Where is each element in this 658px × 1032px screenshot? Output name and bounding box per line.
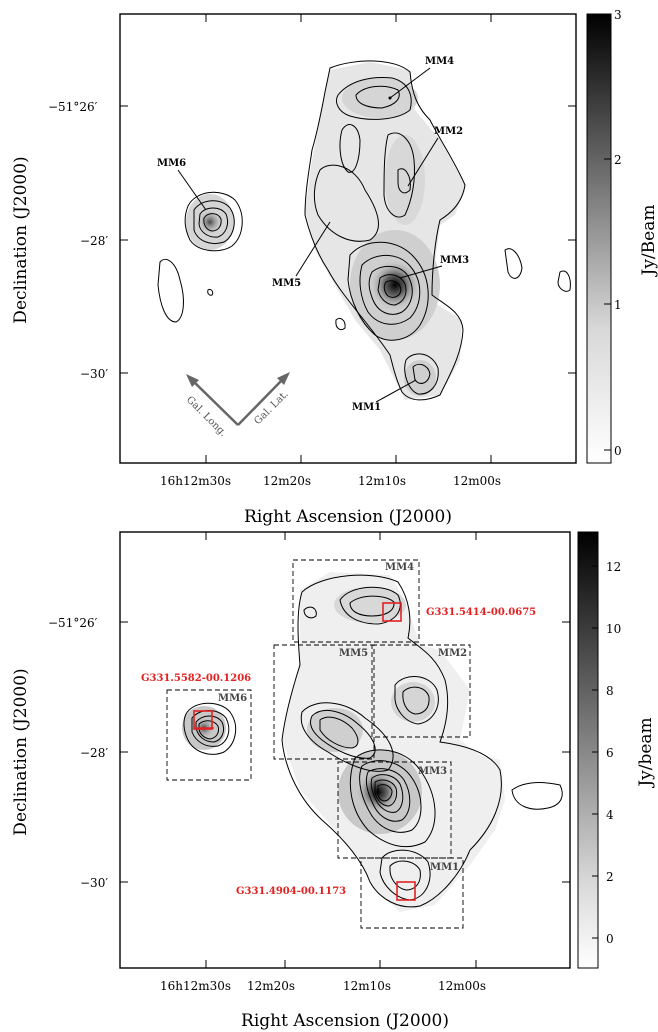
top-colorbar-ticks: [604, 13, 611, 451]
bottom-emission: [182, 572, 505, 912]
top-plot-frame: [119, 13, 577, 464]
region-label-mm3: MM3: [418, 766, 447, 777]
region-mm1: [360, 857, 464, 929]
region-mm2: [371, 644, 471, 738]
top-cb-tick-3: 3: [614, 8, 622, 22]
maser-box-1: [382, 602, 402, 622]
region-mm5: [273, 644, 375, 760]
top-cb-tick-0: 0: [614, 444, 622, 458]
bottom-cb-tick-2: 4: [606, 808, 614, 822]
maser-label-3: G331.4904-00.1173: [236, 886, 346, 897]
top-x-axis-label: Right Ascension (J2000): [244, 507, 452, 527]
bottom-ra-tick-3: 12m10s: [343, 979, 391, 993]
bottom-ra-tick-4: 12m00s: [438, 979, 486, 993]
region-label-mm5: MM5: [339, 648, 368, 659]
bottom-cb-tick-3: 6: [606, 746, 614, 760]
top-colorbar: [586, 13, 612, 464]
bottom-cb-tick-6: 12: [606, 560, 621, 574]
top-dec-tick-2: −28′: [80, 234, 108, 248]
bottom-cb-tick-4: 8: [606, 684, 614, 698]
top-ra-tick-2: 12m20s: [263, 474, 311, 488]
label-mm2: MM2: [434, 126, 463, 137]
top-panel: 16h12m30s 12m20s 12m10s 12m00s −51°26′ −…: [11, 8, 658, 527]
top-y-axis-label: Declination (J2000): [11, 156, 31, 323]
bottom-colorbar: [577, 531, 599, 969]
bottom-plot-frame: [119, 531, 571, 969]
bottom-panel: MM4 MM5 MM2 MM6 MM3 MM1 G331.5414-00.067…: [11, 531, 656, 1031]
top-dec-tick-1: −51°26′: [48, 100, 98, 114]
maser-label-2: G331.5582-00.1206: [141, 673, 251, 684]
bottom-y-axis-label: Declination (J2000): [11, 668, 31, 835]
top-source-labels: MM4 MM2 MM6 MM3 MM5 MM1: [157, 56, 469, 413]
top-dec-tick-3: −30′: [80, 367, 108, 381]
region-label-mm6: MM6: [218, 693, 247, 704]
bottom-colorbar-ticks: [592, 565, 598, 939]
maser-box-3: [396, 881, 416, 901]
bottom-dec-tick-1: −51°26′: [48, 616, 98, 630]
bottom-dec-tick-3: −30′: [80, 876, 108, 890]
label-mm5: MM5: [272, 278, 301, 289]
bottom-ra-tick-1: 16h12m30s: [160, 979, 231, 993]
galactic-arrows: Gal. Long. Gal. Lat.: [184, 372, 291, 439]
region-boxes: [166, 559, 471, 929]
top-ra-tick-1: 16h12m30s: [160, 474, 231, 488]
top-ra-tick-3: 12m10s: [358, 474, 406, 488]
maser-label-1: G331.5414-00.0675: [426, 607, 536, 618]
bottom-cb-tick-5: 10: [606, 622, 621, 636]
region-label-mm1: MM1: [430, 862, 459, 873]
bottom-cb-tick-0: 0: [606, 932, 614, 946]
label-mm4: MM4: [425, 56, 454, 67]
label-mm3: MM3: [440, 255, 469, 266]
top-contours: [157, 60, 571, 401]
top-cb-tick-1: 1: [614, 298, 622, 312]
label-mm1: MM1: [352, 402, 381, 413]
top-ra-tick-4: 12m00s: [453, 474, 501, 488]
region-label-mm4: MM4: [385, 562, 414, 573]
label-mm6: MM6: [157, 158, 186, 169]
maser-box-2: [193, 710, 213, 730]
top-colorbar-label: Jy/Beam: [639, 205, 658, 278]
bottom-x-axis-label: Right Ascension (J2000): [241, 1011, 449, 1031]
bottom-dec-tick-2: −28′: [80, 746, 108, 760]
region-mm6: [166, 689, 252, 781]
region-label-mm2: MM2: [438, 648, 467, 659]
gal-long-label: Gal. Long.: [184, 394, 229, 439]
bottom-ra-tick-2: 12m20s: [247, 979, 295, 993]
bottom-colorbar-label: Jy/beam: [636, 717, 656, 788]
top-cb-tick-2: 2: [614, 153, 622, 167]
bottom-ticks: [120, 532, 570, 968]
top-ticks: [120, 14, 576, 463]
bottom-cb-tick-1: 2: [606, 870, 614, 884]
gal-lat-label: Gal. Lat.: [252, 389, 290, 427]
